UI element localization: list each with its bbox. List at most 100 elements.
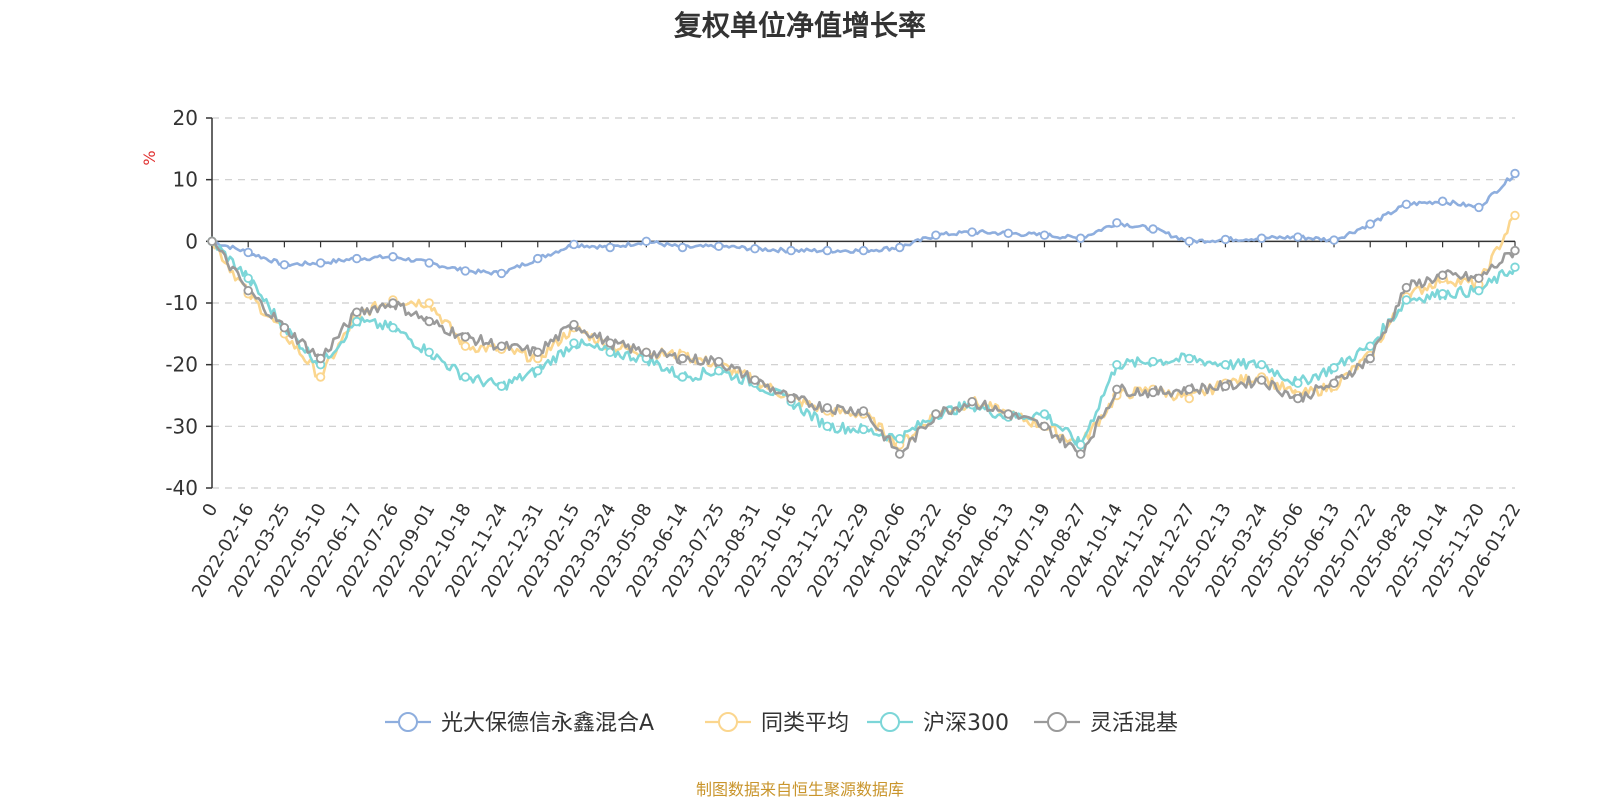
- data-point[interactable]: [1039, 409, 1050, 419]
- data-point[interactable]: [569, 338, 579, 348]
- data-point[interactable]: [677, 353, 688, 364]
- data-point[interactable]: [1220, 381, 1231, 391]
- data-point[interactable]: [641, 236, 652, 247]
- data-point[interactable]: [822, 421, 833, 432]
- data-point[interactable]: [750, 244, 760, 254]
- data-point[interactable]: [496, 341, 507, 351]
- data-point[interactable]: [315, 372, 326, 382]
- data-point[interactable]: [424, 258, 434, 268]
- data-point[interactable]: [1401, 295, 1412, 305]
- data-point[interactable]: [243, 273, 253, 284]
- data-point[interactable]: [1184, 393, 1194, 404]
- data-point[interactable]: [388, 298, 398, 308]
- data-point[interactable]: [533, 347, 543, 358]
- data-point[interactable]: [1075, 233, 1086, 243]
- data-point[interactable]: [1510, 262, 1520, 272]
- data-point[interactable]: [1293, 393, 1303, 404]
- data-point[interactable]: [786, 393, 796, 404]
- data-point[interactable]: [1075, 449, 1086, 459]
- data-point[interactable]: [858, 424, 869, 435]
- data-point[interactable]: [352, 253, 362, 264]
- data-point[interactable]: [714, 366, 724, 376]
- data-point[interactable]: [424, 316, 434, 327]
- data-point[interactable]: [424, 347, 434, 358]
- data-point[interactable]: [1293, 232, 1303, 242]
- data-point[interactable]: [1112, 359, 1122, 370]
- data-point[interactable]: [533, 253, 543, 264]
- data-point[interactable]: [1220, 234, 1231, 245]
- data-point[interactable]: [931, 409, 941, 419]
- data-point[interactable]: [460, 266, 471, 276]
- legend-item[interactable]: 光大保德信永鑫混合A: [385, 711, 654, 736]
- data-point[interactable]: [605, 347, 615, 358]
- data-point[interactable]: [315, 353, 326, 364]
- data-point[interactable]: [460, 341, 471, 351]
- data-point[interactable]: [894, 433, 905, 444]
- data-point[interactable]: [1365, 353, 1375, 364]
- legend-item[interactable]: 同类平均: [705, 711, 849, 736]
- data-point[interactable]: [1003, 228, 1013, 239]
- data-point[interactable]: [967, 227, 977, 237]
- data-point[interactable]: [207, 236, 217, 247]
- data-point[interactable]: [1329, 378, 1339, 388]
- data-point[interactable]: [714, 241, 724, 251]
- data-point[interactable]: [1148, 387, 1158, 398]
- data-point[interactable]: [641, 347, 652, 358]
- data-point[interactable]: [569, 319, 579, 330]
- data-point[interactable]: [1401, 282, 1412, 293]
- data-point[interactable]: [714, 356, 724, 367]
- data-point[interactable]: [1112, 384, 1122, 395]
- data-point[interactable]: [424, 298, 434, 308]
- data-point[interactable]: [1474, 273, 1484, 284]
- data-point[interactable]: [1437, 289, 1448, 299]
- data-point[interactable]: [1329, 235, 1339, 245]
- legend-item[interactable]: 灵活混基: [1034, 711, 1178, 736]
- data-point[interactable]: [279, 322, 290, 333]
- data-point[interactable]: [460, 372, 471, 382]
- data-point[interactable]: [1365, 219, 1375, 229]
- data-point[interactable]: [1039, 230, 1050, 240]
- data-point[interactable]: [1510, 168, 1520, 179]
- data-point[interactable]: [279, 260, 290, 270]
- data-point[interactable]: [1437, 196, 1448, 206]
- data-point[interactable]: [496, 381, 507, 391]
- data-point[interactable]: [1039, 421, 1050, 432]
- data-point[interactable]: [1510, 245, 1520, 256]
- data-point[interactable]: [1401, 199, 1412, 210]
- data-point[interactable]: [858, 406, 869, 416]
- data-point[interactable]: [931, 230, 941, 240]
- data-point[interactable]: [677, 242, 688, 253]
- data-point[interactable]: [822, 245, 833, 256]
- data-point[interactable]: [786, 245, 796, 256]
- data-point[interactable]: [1184, 384, 1194, 395]
- data-point[interactable]: [460, 332, 471, 342]
- data-point[interactable]: [1293, 378, 1303, 388]
- legend-item[interactable]: 沪深300: [867, 711, 1009, 736]
- data-point[interactable]: [388, 252, 398, 262]
- data-point[interactable]: [243, 285, 253, 296]
- data-point[interactable]: [1329, 363, 1339, 373]
- data-point[interactable]: [1474, 202, 1484, 213]
- data-point[interactable]: [315, 258, 326, 268]
- data-point[interactable]: [1148, 356, 1158, 367]
- data-point[interactable]: [967, 396, 977, 407]
- data-point[interactable]: [750, 375, 760, 385]
- data-point[interactable]: [605, 338, 615, 348]
- data-point[interactable]: [677, 372, 688, 382]
- data-point[interactable]: [569, 239, 579, 250]
- data-point[interactable]: [388, 322, 398, 333]
- data-point[interactable]: [1256, 233, 1267, 243]
- data-point[interactable]: [1184, 353, 1194, 364]
- data-point[interactable]: [1510, 210, 1520, 221]
- data-point[interactable]: [352, 307, 362, 317]
- data-point[interactable]: [1256, 375, 1267, 385]
- data-point[interactable]: [352, 316, 362, 327]
- data-point[interactable]: [1365, 341, 1375, 351]
- data-point[interactable]: [894, 449, 905, 459]
- data-point[interactable]: [1075, 440, 1086, 450]
- data-point[interactable]: [496, 268, 507, 279]
- data-point[interactable]: [1220, 359, 1231, 370]
- data-point[interactable]: [1003, 409, 1013, 419]
- data-point[interactable]: [822, 403, 833, 413]
- data-point[interactable]: [1474, 285, 1484, 296]
